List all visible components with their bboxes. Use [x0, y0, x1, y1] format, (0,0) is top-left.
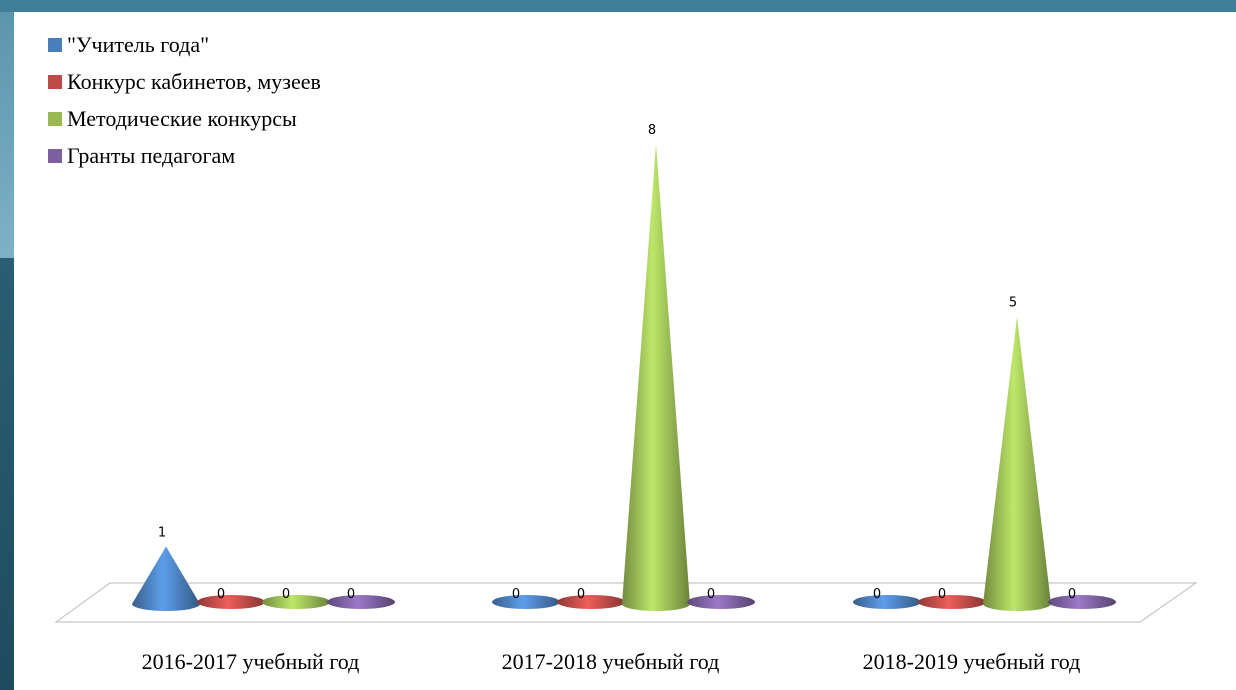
cone-0-1 — [197, 595, 265, 609]
data-label-2-3: 0 — [1068, 587, 1076, 602]
legend-label: "Учитель года" — [67, 31, 210, 57]
legend-item-classroom-contest: Конкурс кабинетов, музеев — [48, 63, 321, 100]
cone-2-0 — [853, 595, 921, 609]
data-label-0-2: 0 — [282, 587, 290, 602]
legend-item-teacher-of-year: "Учитель года" — [48, 26, 321, 63]
cone-1-2 — [622, 144, 690, 611]
cone-2-2 — [983, 316, 1051, 611]
cone-0-3 — [327, 595, 395, 609]
data-label-1-0: 0 — [512, 587, 520, 602]
cone-0-0 — [132, 546, 200, 611]
legend-swatch-red — [48, 74, 62, 89]
data-label-1-1: 0 — [577, 587, 585, 602]
side-panel-strip-bottom — [0, 258, 14, 690]
legend-label: Конкурс кабинетов, музеев — [67, 68, 321, 94]
cone-2-3 — [1048, 595, 1116, 609]
cone-1-0 — [492, 595, 560, 609]
data-label-0-0: 1 — [158, 526, 166, 541]
data-label-0-1: 0 — [217, 587, 225, 602]
legend-item-teacher-grants: Гранты педагогам — [48, 137, 321, 174]
cone-1-3 — [687, 595, 755, 609]
data-label-1-3: 0 — [707, 587, 715, 602]
legend: "Учитель года" Конкурс кабинетов, музеев… — [48, 26, 321, 174]
data-label-1-2: 8 — [648, 123, 656, 138]
legend-item-methodical-contests: Методические конкурсы — [48, 100, 321, 137]
category-label-2: 2018-2019 учебный год — [863, 649, 1081, 674]
cone-0-2 — [262, 595, 330, 609]
category-label-0: 2016-2017 учебный год — [142, 649, 360, 674]
data-label-2-1: 0 — [938, 587, 946, 602]
cone-1-1 — [557, 595, 625, 609]
legend-swatch-blue — [48, 37, 62, 52]
legend-swatch-green — [48, 111, 62, 126]
cone-2-1 — [918, 595, 986, 609]
legend-label: Методические конкурсы — [67, 105, 297, 131]
category-label-1: 2017-2018 учебный год — [502, 649, 720, 674]
legend-swatch-purple — [48, 148, 62, 163]
side-panel-strip-top — [0, 12, 14, 258]
data-label-2-0: 0 — [873, 587, 881, 602]
data-label-2-2: 5 — [1009, 296, 1017, 311]
legend-label: Гранты педагогам — [67, 142, 236, 168]
data-label-0-3: 0 — [347, 587, 355, 602]
